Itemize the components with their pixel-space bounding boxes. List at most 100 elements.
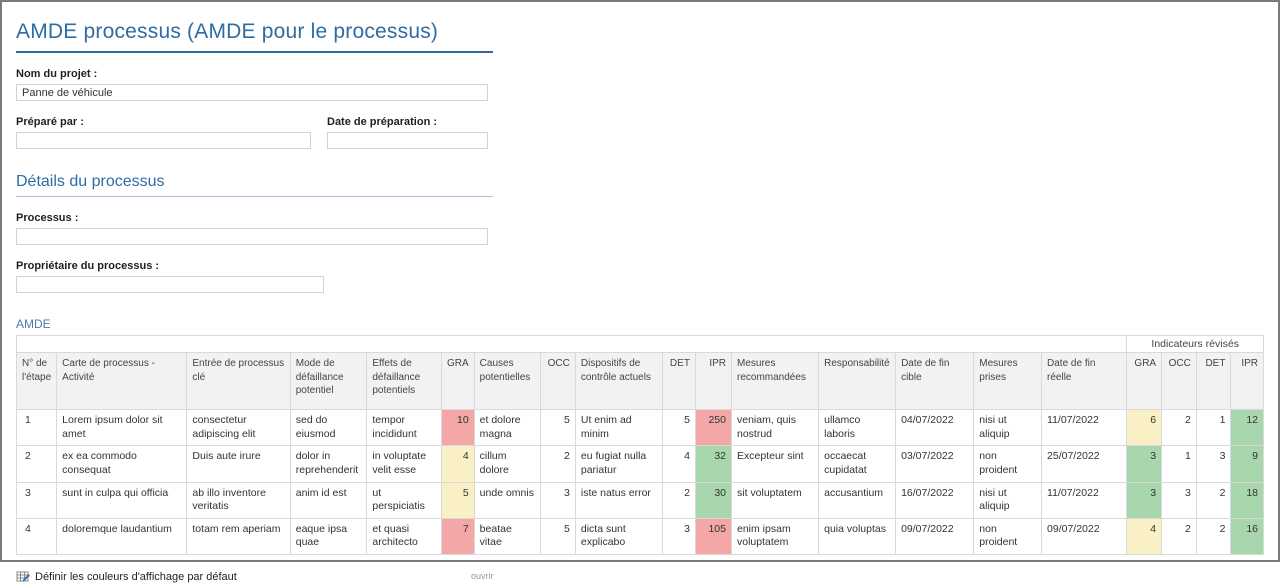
- amde-cell-date_reelle[interactable]: 25/07/2022: [1041, 445, 1128, 483]
- amde-cell-num[interactable]: 2: [15, 445, 58, 483]
- amde-cell-entree[interactable]: totam rem aperiam: [186, 517, 291, 556]
- process-field-group: Processus :: [16, 212, 1264, 245]
- amde-cell-num[interactable]: 1: [15, 408, 58, 447]
- amde-cell-r_det[interactable]: 3: [1195, 445, 1232, 483]
- amde-cell-causes[interactable]: cillum dolore: [473, 445, 542, 483]
- column-header-date_reelle: Date de fin réelle: [1041, 352, 1128, 410]
- amde-cell-mesures_prises[interactable]: nisi ut aliquip: [973, 408, 1043, 447]
- amde-cell-r_ipr[interactable]: 16: [1230, 517, 1264, 556]
- amde-cell-ipr[interactable]: 250: [694, 408, 733, 447]
- amde-cell-mesures_rec[interactable]: sit voluptatem: [730, 481, 820, 519]
- amde-cell-dispositifs[interactable]: Ut enim ad minim: [574, 408, 664, 447]
- amde-cell-activite[interactable]: ex ea commodo consequat: [56, 445, 188, 483]
- amde-cell-entree[interactable]: consectetur adipiscing elit: [186, 408, 291, 447]
- amde-cell-effets[interactable]: et quasi architecto: [366, 517, 442, 556]
- amde-cell-r_gra[interactable]: 4: [1126, 517, 1163, 556]
- amde-cell-date_cible[interactable]: 09/07/2022: [895, 517, 975, 556]
- amde-cell-mode[interactable]: anim id est: [289, 481, 368, 519]
- amde-cell-r_det[interactable]: 1: [1195, 408, 1232, 447]
- amde-cell-mesures_rec[interactable]: Excepteur sint: [730, 445, 820, 483]
- preparation-date-field-group: Date de préparation :: [327, 101, 488, 149]
- amde-cell-effets[interactable]: tempor incididunt: [366, 408, 442, 447]
- amde-cell-det[interactable]: 2: [662, 481, 696, 519]
- project-name-input[interactable]: [16, 84, 488, 101]
- amde-cell-date_cible[interactable]: 03/07/2022: [895, 445, 975, 483]
- amde-cell-gra[interactable]: 10: [441, 408, 475, 447]
- ouvrir-link[interactable]: ouvrir: [471, 571, 494, 582]
- define-default-colors-action[interactable]: Définir les couleurs d'affichage par déf…: [16, 570, 237, 584]
- amde-cell-r_ipr[interactable]: 9: [1230, 445, 1264, 483]
- column-header-occ: OCC: [540, 352, 576, 410]
- amde-cell-r_occ[interactable]: 2: [1161, 408, 1197, 447]
- prepared-by-input[interactable]: [16, 132, 311, 149]
- amde-cell-mesures_prises[interactable]: nisi ut aliquip: [973, 481, 1043, 519]
- amde-cell-mesures_rec[interactable]: veniam, quis nostrud: [730, 408, 820, 447]
- amde-cell-entree[interactable]: ab illo inventore veritatis: [186, 481, 291, 519]
- column-header-causes: Causes potentielles: [473, 352, 542, 410]
- amde-cell-causes[interactable]: beatae vitae: [473, 517, 542, 556]
- amde-cell-gra[interactable]: 7: [441, 517, 475, 556]
- amde-cell-occ[interactable]: 5: [540, 408, 576, 447]
- amde-cell-r_occ[interactable]: 3: [1161, 481, 1197, 519]
- amde-cell-r_occ[interactable]: 2: [1161, 517, 1197, 556]
- process-input[interactable]: [16, 228, 488, 245]
- column-header-r_det: DET: [1195, 352, 1232, 410]
- amde-cell-r_gra[interactable]: 6: [1126, 408, 1163, 447]
- amde-cell-date_cible[interactable]: 16/07/2022: [895, 481, 975, 519]
- process-owner-input[interactable]: [16, 276, 324, 293]
- amde-cell-activite[interactable]: doloremque laudantium: [56, 517, 188, 556]
- amde-cell-causes[interactable]: unde omnis: [473, 481, 542, 519]
- process-owner-label: Propriétaire du processus :: [16, 260, 160, 272]
- amde-cell-mode[interactable]: dolor in reprehenderit: [289, 445, 368, 483]
- amde-cell-activite[interactable]: sunt in culpa qui officia: [56, 481, 188, 519]
- preparation-date-input[interactable]: [327, 132, 488, 149]
- amde-cell-occ[interactable]: 3: [540, 481, 576, 519]
- amde-cell-det[interactable]: 3: [662, 517, 696, 556]
- amde-cell-resp[interactable]: occaecat cupidatat: [818, 445, 897, 483]
- column-header-mesures_rec: Mesures recommandées: [730, 352, 820, 410]
- amde-cell-resp[interactable]: quia voluptas: [818, 517, 897, 556]
- amde-cell-ipr[interactable]: 30: [694, 481, 733, 519]
- amde-cell-resp[interactable]: accusantium: [818, 481, 897, 519]
- amde-cell-r_gra[interactable]: 3: [1126, 481, 1163, 519]
- amde-cell-det[interactable]: 5: [662, 408, 696, 447]
- amde-cell-resp[interactable]: ullamco laboris: [818, 408, 897, 447]
- amde-cell-mesures_prises[interactable]: non proident: [973, 445, 1043, 483]
- amde-cell-date_reelle[interactable]: 09/07/2022: [1041, 517, 1128, 556]
- column-header-mesures_prises: Mesures prises: [973, 352, 1043, 410]
- amde-cell-entree[interactable]: Duis aute irure: [186, 445, 291, 483]
- amde-cell-mode[interactable]: eaque ipsa quae: [289, 517, 368, 556]
- amde-cell-occ[interactable]: 2: [540, 445, 576, 483]
- amde-cell-gra[interactable]: 5: [441, 481, 475, 519]
- column-header-det: DET: [662, 352, 696, 410]
- amde-cell-r_det[interactable]: 2: [1195, 517, 1232, 556]
- amde-cell-occ[interactable]: 5: [540, 517, 576, 556]
- amde-cell-num[interactable]: 4: [15, 517, 58, 556]
- amde-cell-ipr[interactable]: 32: [694, 445, 733, 483]
- amde-cell-date_reelle[interactable]: 11/07/2022: [1041, 408, 1128, 447]
- amde-cell-mode[interactable]: sed do eiusmod: [289, 408, 368, 447]
- amde-cell-activite[interactable]: Lorem ipsum dolor sit amet: [56, 408, 188, 447]
- amde-cell-r_det[interactable]: 2: [1195, 481, 1232, 519]
- amde-cell-dispositifs[interactable]: iste natus error: [574, 481, 664, 519]
- amde-cell-mesures_prises[interactable]: non proident: [973, 517, 1043, 556]
- amde-cell-causes[interactable]: et dolore magna: [473, 408, 542, 447]
- amde-cell-det[interactable]: 4: [662, 445, 696, 483]
- column-header-r_occ: OCC: [1161, 352, 1197, 410]
- amde-cell-ipr[interactable]: 105: [694, 517, 733, 556]
- amde-cell-r_ipr[interactable]: 12: [1230, 408, 1264, 447]
- amde-cell-r_gra[interactable]: 3: [1126, 445, 1163, 483]
- amde-cell-date_reelle[interactable]: 11/07/2022: [1041, 481, 1128, 519]
- amde-cell-mesures_rec[interactable]: enim ipsam voluptatem: [730, 517, 820, 556]
- amde-cell-effets[interactable]: in voluptate velit esse: [366, 445, 442, 483]
- amde-cell-r_ipr[interactable]: 18: [1230, 481, 1264, 519]
- project-name-label: Nom du projet :: [16, 68, 98, 80]
- amde-cell-dispositifs[interactable]: eu fugiat nulla pariatur: [574, 445, 664, 483]
- amde-cell-date_cible[interactable]: 04/07/2022: [895, 408, 975, 447]
- column-header-r_gra: GRA: [1126, 352, 1163, 410]
- amde-cell-dispositifs[interactable]: dicta sunt explicabo: [574, 517, 664, 556]
- amde-cell-gra[interactable]: 4: [441, 445, 475, 483]
- amde-cell-r_occ[interactable]: 1: [1161, 445, 1197, 483]
- amde-cell-num[interactable]: 3: [15, 481, 58, 519]
- amde-cell-effets[interactable]: ut perspiciatis: [366, 481, 442, 519]
